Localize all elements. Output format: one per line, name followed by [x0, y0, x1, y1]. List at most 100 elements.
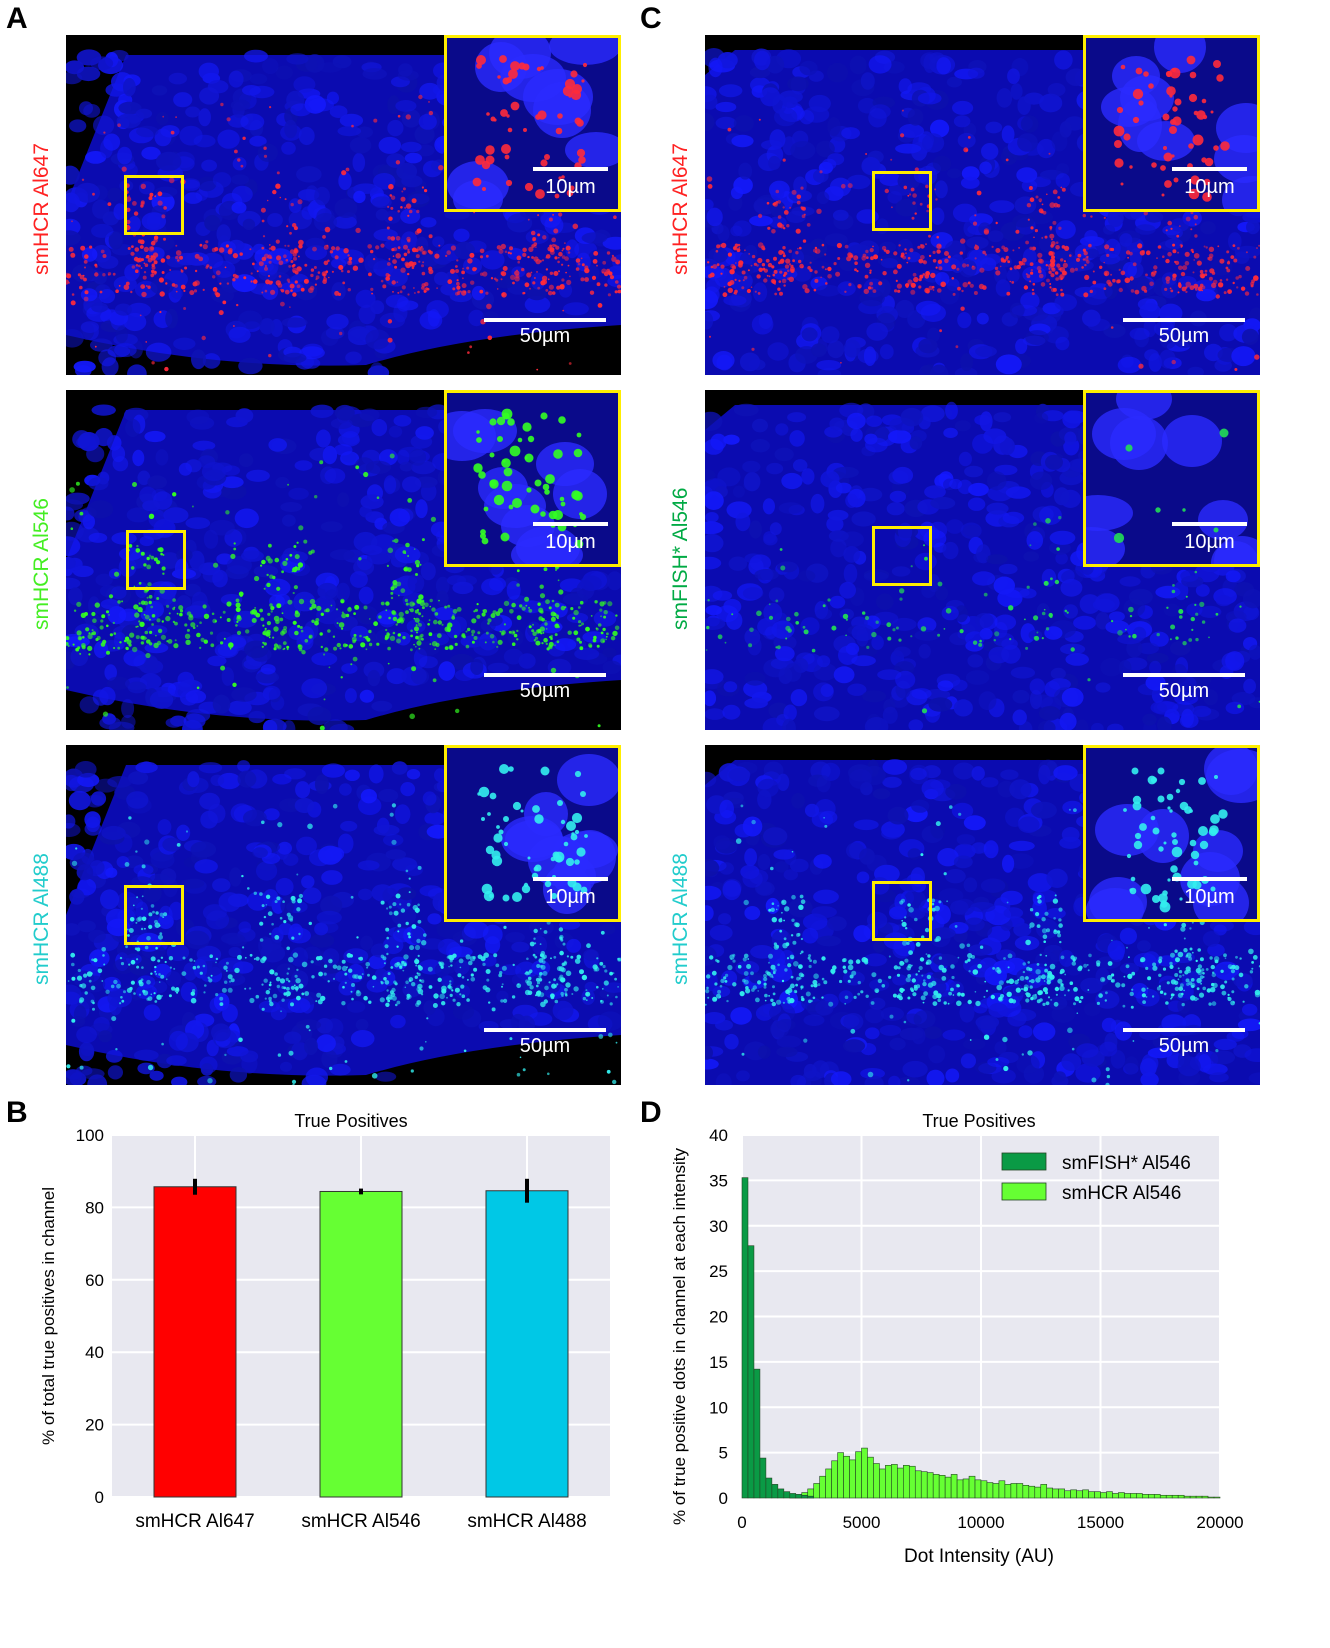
- y-tick-label: 20: [85, 1416, 104, 1435]
- histogram-bar: [885, 1465, 892, 1499]
- histogram-bar: [1082, 1489, 1089, 1499]
- histogram-bar: [992, 1483, 1000, 1499]
- histogram-bar: [1052, 1488, 1059, 1499]
- scale-bar: [484, 318, 606, 322]
- histogram-bar: [783, 1491, 791, 1499]
- scale-bar: [1123, 673, 1245, 677]
- scale-bar: [1123, 1028, 1245, 1032]
- scale-label: 50µm: [519, 680, 571, 702]
- histogram-bar: [1130, 1493, 1137, 1499]
- inset-scale-bar: [1172, 167, 1247, 171]
- chart-title: True Positives: [922, 1111, 1035, 1131]
- histogram-bar: [801, 1494, 809, 1499]
- histogram-bar: [1028, 1485, 1036, 1499]
- scale-bar: [1123, 318, 1245, 322]
- histogram-bar: [1106, 1491, 1113, 1499]
- histogram-bar: [908, 1465, 916, 1499]
- roi-box: [872, 526, 932, 586]
- inset-scale-label: 10µm: [1184, 176, 1235, 198]
- legend-label: smFISH* Al546: [1062, 1153, 1191, 1174]
- roi-box: [124, 885, 184, 945]
- histogram-bar: [926, 1472, 934, 1499]
- y-tick-label: 40: [709, 1126, 728, 1145]
- bar: [153, 1186, 237, 1498]
- micrograph-a1: 10µm 50µm: [66, 35, 621, 375]
- zoom-inset: 10µm: [444, 390, 621, 567]
- scale-label: 50µm: [1158, 1035, 1210, 1057]
- channel-label: smHCR Al488: [30, 853, 53, 985]
- micrograph-a2: 10µm 50µm: [66, 390, 621, 730]
- histogram-bar: [1124, 1493, 1131, 1499]
- histogram-bar: [1118, 1492, 1125, 1499]
- x-tick-label: 0: [737, 1513, 746, 1532]
- y-tick-label: 10: [709, 1398, 728, 1417]
- histogram-bar: [980, 1480, 988, 1499]
- scale-bar: [484, 673, 606, 677]
- y-tick-label: 5: [719, 1444, 728, 1463]
- y-tick-label: 35: [709, 1171, 728, 1190]
- x-tick-label: smHCR Al647: [135, 1511, 254, 1532]
- histogram-bar: [1213, 1496, 1221, 1499]
- zoom-inset: 10µm: [1083, 35, 1260, 212]
- x-tick-label: smHCR Al546: [301, 1511, 420, 1532]
- histogram-bar: [938, 1475, 946, 1499]
- histogram-bar: [873, 1463, 880, 1499]
- inset-scale-label: 10µm: [1184, 886, 1235, 908]
- y-tick-label: 30: [709, 1217, 728, 1236]
- histogram-bar: [789, 1493, 797, 1499]
- y-tick-label: 100: [76, 1126, 104, 1145]
- roi-box: [124, 175, 184, 235]
- micrograph-a3: 10µm 50µm: [66, 745, 621, 1085]
- histogram-bar: [1136, 1493, 1143, 1499]
- histogram-bar: [920, 1471, 928, 1499]
- y-axis-label: % of total true positives in channel: [39, 1187, 58, 1445]
- tissue-image: [705, 759, 1260, 1085]
- channel-label: smFISH* Al546: [669, 487, 692, 630]
- panel-letter-b: B: [6, 1096, 28, 1129]
- histogram-bar: [1147, 1494, 1155, 1499]
- bar: [485, 1190, 569, 1498]
- histogram-bar: [1004, 1484, 1012, 1499]
- histogram-bar: [777, 1488, 785, 1499]
- x-tick-label: 20000: [1196, 1513, 1243, 1532]
- zoom-inset: 10µm: [444, 35, 621, 212]
- histogram-bar: [837, 1452, 844, 1499]
- histogram-bar: [861, 1447, 868, 1499]
- histogram-bar: [1046, 1487, 1054, 1499]
- y-axis-label: % of true positive dots in channel at ea…: [670, 1147, 689, 1525]
- zoom-inset: 10µm: [1083, 390, 1260, 567]
- histogram-bar: [986, 1482, 994, 1499]
- inset-scale-label: 10µm: [545, 886, 596, 908]
- x-tick-label: smHCR Al488: [467, 1511, 586, 1532]
- histogram-bar: [1076, 1490, 1083, 1499]
- legend-swatch: [1001, 1182, 1047, 1201]
- channel-label: smHCR Al647: [30, 143, 53, 275]
- histogram-bar: [819, 1475, 826, 1499]
- histogram-bar: [831, 1460, 838, 1499]
- scale-label: 50µm: [519, 325, 571, 347]
- scale-label: 50µm: [1158, 325, 1210, 347]
- x-axis-label: Dot Intensity (AU): [904, 1546, 1054, 1567]
- legend-swatch: [1001, 1152, 1047, 1171]
- channel-label: smHCR Al488: [669, 853, 692, 985]
- inset-scale-label: 10µm: [545, 176, 596, 198]
- y-tick-label: 25: [709, 1262, 728, 1281]
- inset-scale-label: 10µm: [1184, 531, 1235, 553]
- histogram-bar: [998, 1480, 1006, 1499]
- histogram-bar: [825, 1468, 832, 1499]
- histogram-bar: [867, 1456, 874, 1499]
- inset-scale-bar: [533, 522, 608, 526]
- histogram-bar: [1183, 1495, 1191, 1499]
- histogram-bar: [1040, 1484, 1048, 1499]
- inset-scale-bar: [533, 877, 608, 881]
- histogram-bar: [1022, 1484, 1030, 1499]
- y-tick-label: 60: [85, 1271, 104, 1290]
- histogram-bar: [950, 1474, 958, 1499]
- histogram-bar: [879, 1468, 886, 1499]
- inset-scale-bar: [533, 167, 608, 171]
- panel-letter-d: D: [640, 1096, 662, 1129]
- scale-label: 50µm: [1158, 680, 1210, 702]
- panel-letter-c: C: [640, 2, 662, 35]
- histogram-bar: [1094, 1491, 1101, 1499]
- histogram-bar: [1064, 1490, 1071, 1499]
